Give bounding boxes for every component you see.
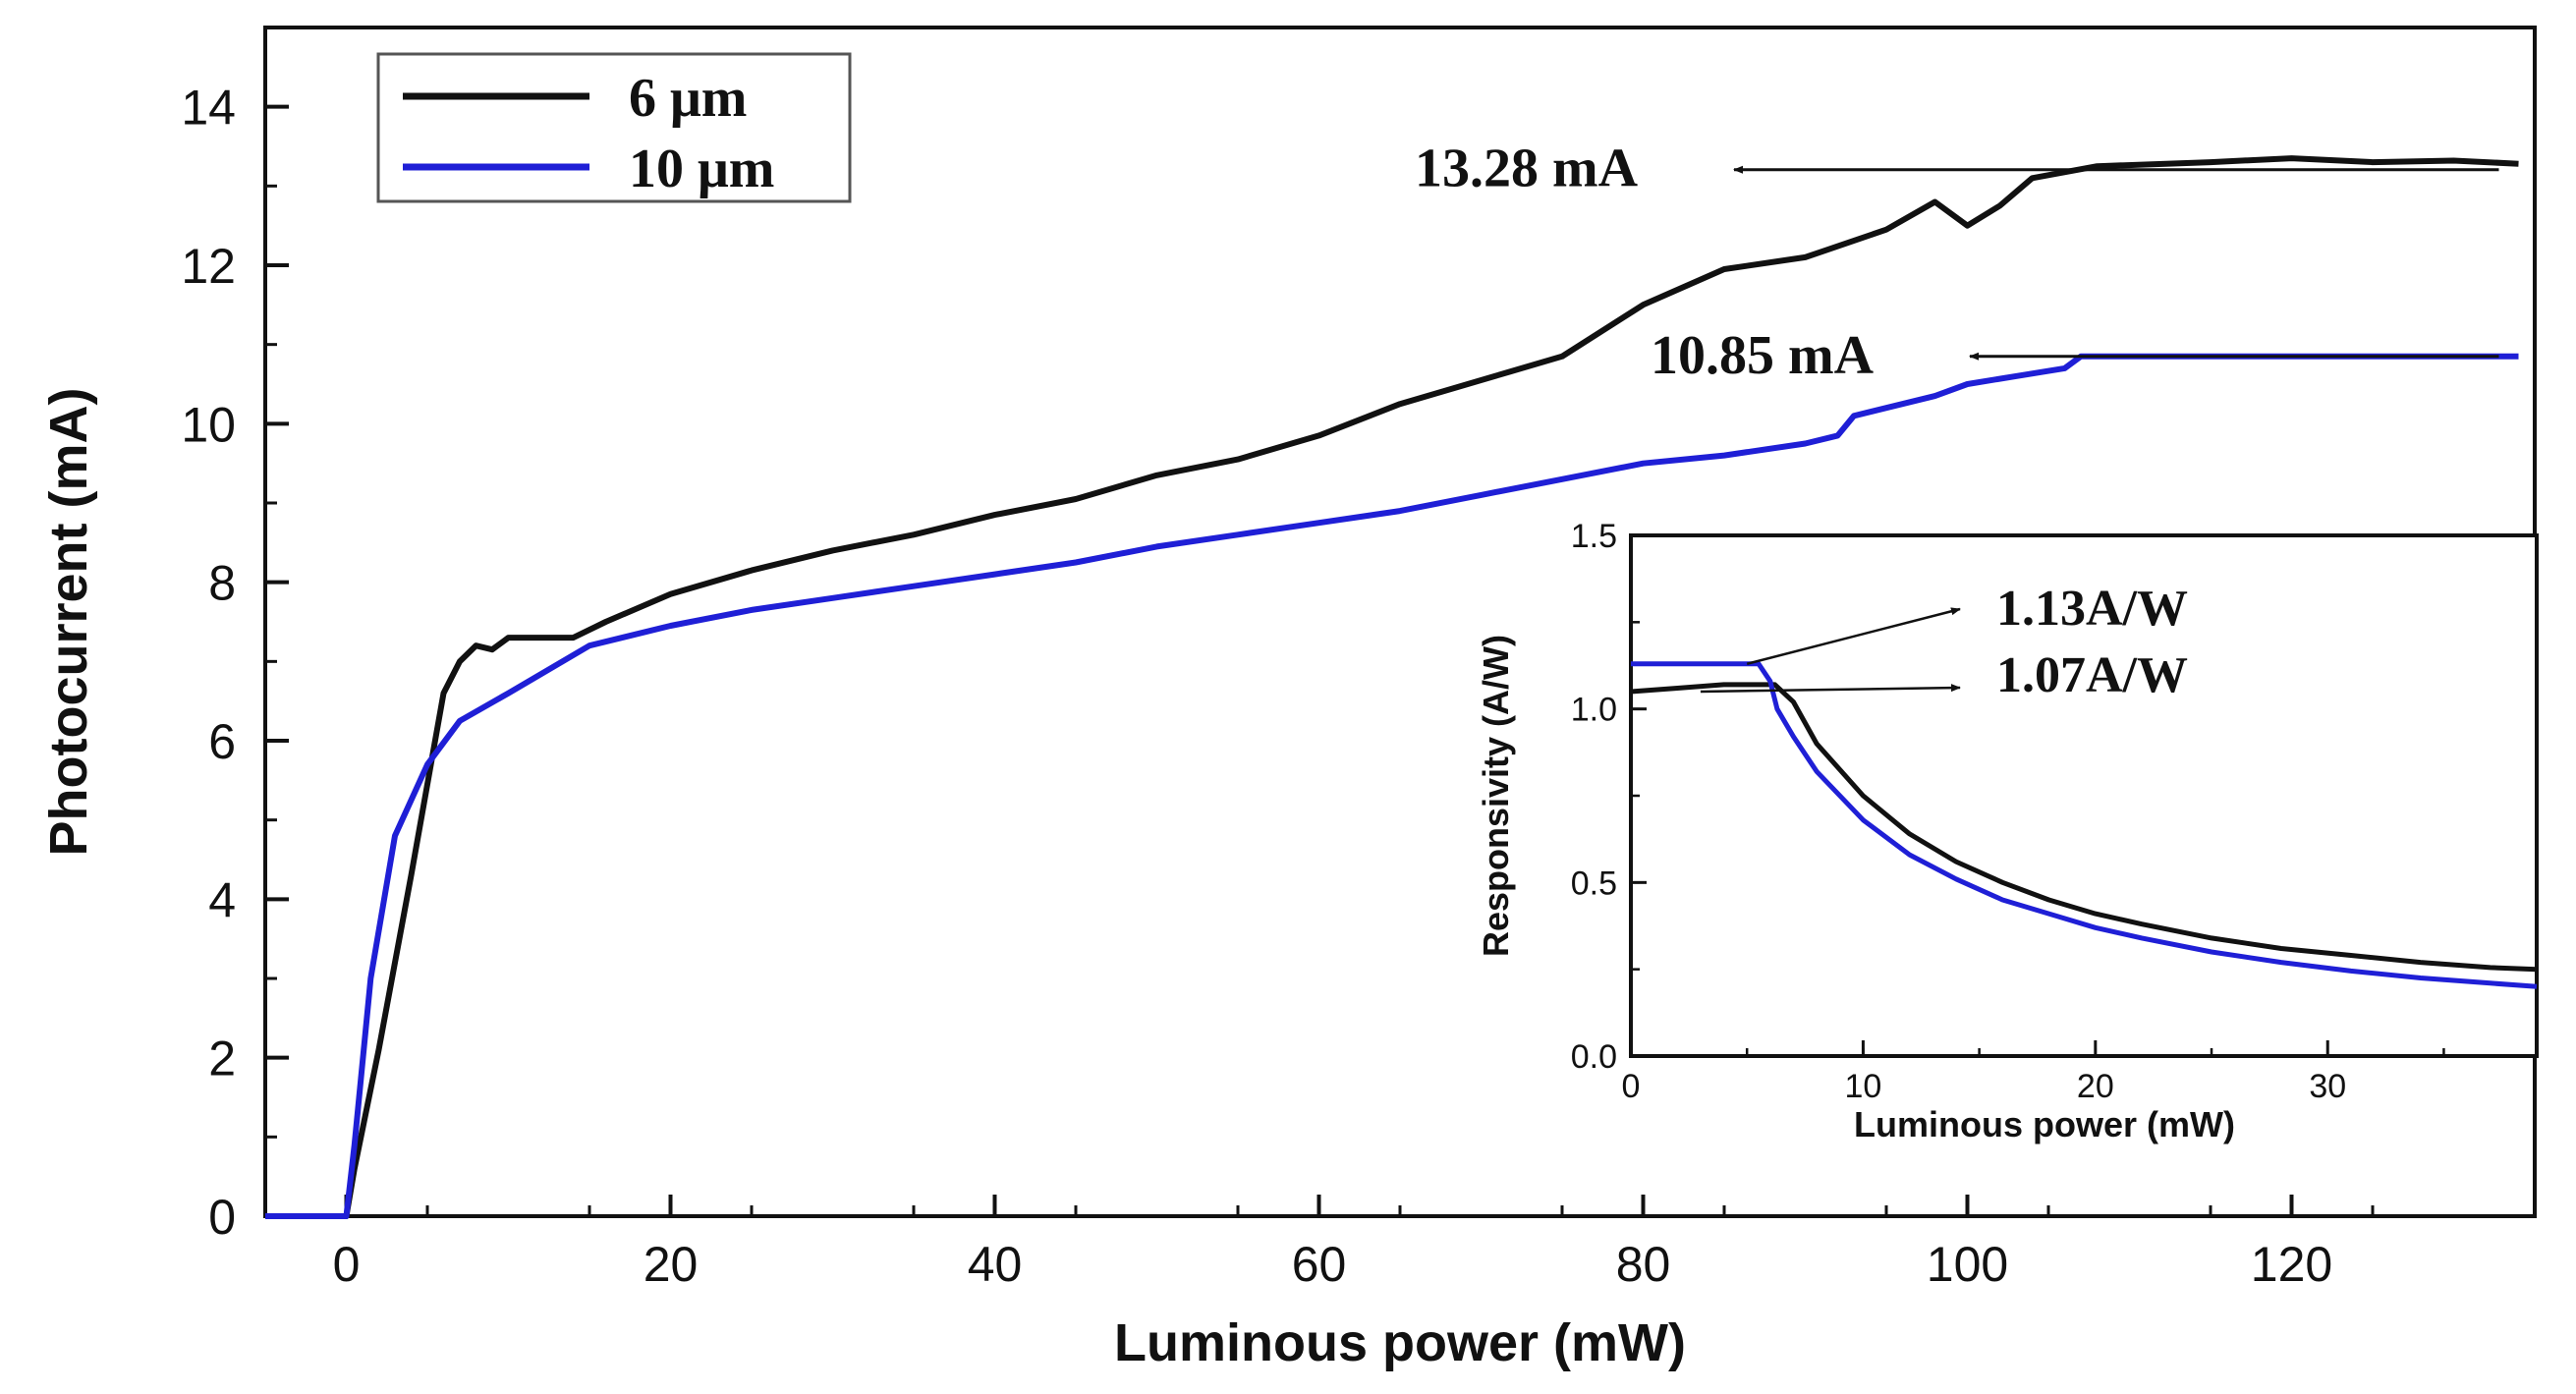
legend: 6 μm 10 μm (376, 52, 852, 203)
main-y-tick-label: 4 (208, 872, 236, 927)
main-x-tick-label: 80 (1616, 1237, 1671, 1292)
inset-x-tick-label: 20 (2077, 1068, 2114, 1105)
inset-annotation-label: 1.07A/W (1996, 647, 2188, 703)
main-y-tick-label: 2 (208, 1032, 236, 1087)
main-x-tick-label: 120 (2251, 1237, 2332, 1292)
main-y-tick-label: 10 (181, 397, 236, 452)
legend-label: 10 μm (629, 139, 774, 199)
inset-series-line-10um (1631, 661, 2538, 989)
main-annotation-label: 13.28 mA (1415, 139, 1639, 199)
main-y-tick-label: 12 (181, 239, 236, 294)
main-x-tick-label: 60 (1292, 1237, 1347, 1292)
inset-y-tick-label: 0.0 (1571, 1038, 1617, 1076)
main-annotation-label: 10.85 mA (1651, 325, 1875, 386)
main-y-tick-label: 0 (208, 1190, 236, 1245)
inset-series-line-6um (1630, 682, 2538, 973)
inset-x-axis-title: Luminous power (mW) (1854, 1104, 2235, 1144)
inset-annotation-label: 1.13A/W (1996, 581, 2188, 637)
main-series-line-6um (265, 155, 2519, 1219)
legend-box (376, 52, 852, 203)
main-y-tick-label: 8 (208, 556, 236, 611)
main-x-axis-title: Luminous power (mW) (1114, 1313, 1686, 1372)
inset-plot: 0 10 20 30 0.0 0.5 1.0 1.5 Luminous power (mW) Re… (1476, 518, 2539, 1144)
main-series-line-10um (265, 353, 2519, 1219)
legend-label: 6 μm (629, 68, 747, 129)
inset-y-axis-title: Responsivity (A/W) (1476, 635, 1516, 957)
inset-annotation-arrow (1746, 607, 1961, 665)
inset-x-tick-label: 30 (2309, 1068, 2346, 1105)
main-y-tick-label: 6 (208, 714, 236, 769)
inset-x-tick-label: 0 (1622, 1068, 1641, 1105)
main-x-tick-label: 40 (968, 1237, 1023, 1292)
inset-y-tick-label: 1.0 (1571, 692, 1617, 729)
main-y-tick-label: 14 (181, 81, 236, 136)
inset-y-tick-label: 0.5 (1571, 864, 1617, 902)
inset-y-tick-label: 1.5 (1571, 518, 1617, 555)
inset-annotation-arrow (1700, 684, 1961, 694)
main-x-tick-label: 100 (1927, 1237, 2008, 1292)
main-y-axis-title: Photocurrent (mA) (39, 388, 98, 857)
main-x-tick-label: 0 (333, 1237, 361, 1292)
inset-plot-frame (1629, 533, 2539, 1058)
main-x-tick-label: 20 (644, 1237, 699, 1292)
inset-x-tick-label: 10 (1844, 1068, 1881, 1105)
